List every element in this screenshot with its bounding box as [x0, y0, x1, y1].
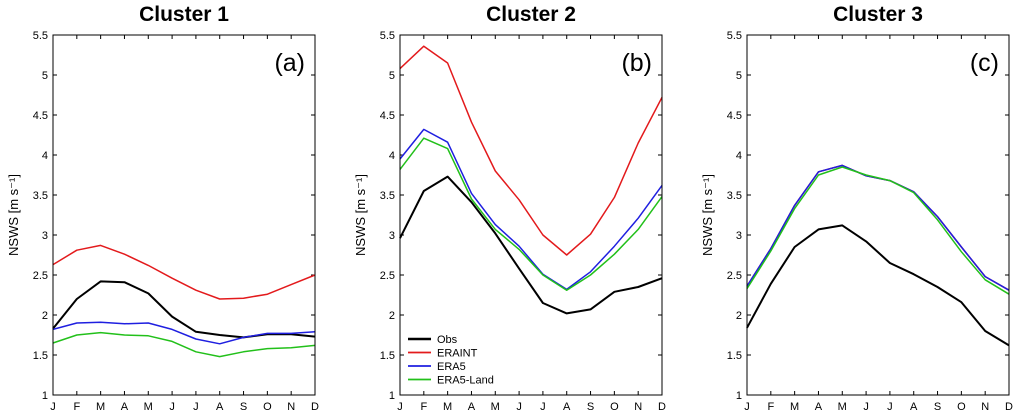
panel-2: Cluster 2 (b) NSWS [m s⁻¹] 1 1.5 2 2.5 3 3.5 4 4.5…	[353, 3, 666, 413]
series-line-era5	[746, 164, 1010, 291]
y-tick-label: 1	[389, 390, 395, 402]
legend-label-era5: ERA5	[437, 361, 466, 373]
y-tick-label: 4	[389, 150, 395, 162]
panel-title: Cluster 1	[139, 3, 229, 26]
x-tick-label: N	[634, 401, 642, 413]
y-axis-label: NSWS [m s⁻¹]	[353, 174, 368, 256]
y-tick-label: 3	[736, 230, 742, 242]
x-tick-label: S	[240, 401, 247, 413]
x-tick-label: A	[121, 401, 129, 413]
plot-frame	[52, 34, 316, 396]
legend-label-era5-land: ERA5-Land	[437, 375, 494, 387]
y-tick-label: 3	[389, 230, 395, 242]
series-line-era5	[52, 321, 316, 345]
panel-3: Cluster 3 (c) NSWS [m s⁻¹] 1 1.5 2 2.5 3 3.5 4 4.5…	[700, 3, 1013, 413]
panel-title: Cluster 2	[486, 3, 576, 26]
panel-tag: (c)	[970, 49, 999, 77]
x-tick-label: S	[587, 401, 594, 413]
x-tick-label: N	[287, 401, 295, 413]
series-line-era5-land	[399, 137, 663, 291]
x-tick-label: N	[981, 401, 989, 413]
x-tick-label: J	[169, 401, 175, 413]
x-tick-label: A	[563, 401, 571, 413]
y-tick-label: 4.5	[380, 110, 395, 122]
x-tick-label: A	[468, 401, 476, 413]
y-tick-label: 2.5	[33, 270, 48, 282]
y-tick-label: 1	[42, 390, 48, 402]
y-tick-label: 1	[736, 390, 742, 402]
x-tick-label: F	[73, 401, 80, 413]
x-tick-label: M	[838, 401, 847, 413]
x-tick-label: A	[216, 401, 224, 413]
x-tick-label: D	[658, 401, 666, 413]
y-tick-label: 5	[42, 70, 48, 82]
y-tick-label: 5.5	[727, 30, 742, 42]
series-line-obs	[52, 280, 316, 339]
y-tick-label: 1.5	[33, 350, 48, 362]
y-tick-label: 4.5	[33, 110, 48, 122]
panel-title: Cluster 3	[833, 3, 923, 26]
series-line-obs	[746, 224, 1010, 347]
panel-tag: (a)	[274, 49, 305, 77]
y-tick-label: 3.5	[727, 190, 742, 202]
x-tick-label: J	[50, 401, 56, 413]
x-tick-label: D	[1005, 401, 1013, 413]
legend-label-obs: Obs	[437, 334, 458, 346]
plot-frame	[399, 34, 663, 396]
y-tick-label: 5	[389, 70, 395, 82]
panel-1: Cluster 1 (a) NSWS [m s⁻¹] 1 1.5 2 2.5 3 3.5 4 4.5…	[6, 3, 319, 413]
y-tick-label: 3.5	[380, 190, 395, 202]
x-tick-label: O	[263, 401, 272, 413]
x-tick-label: J	[863, 401, 869, 413]
y-tick-label: 2	[736, 310, 742, 322]
legend-label-eraint: ERAINT	[437, 348, 478, 360]
x-tick-label: J	[516, 401, 522, 413]
x-tick-label: M	[491, 401, 500, 413]
x-tick-label: J	[887, 401, 893, 413]
x-tick-label: J	[193, 401, 199, 413]
x-tick-label: A	[910, 401, 918, 413]
y-axis-label: NSWS [m s⁻¹]	[6, 174, 21, 256]
series-line-eraint	[399, 45, 663, 256]
x-tick-label: J	[540, 401, 546, 413]
series-line-era5	[399, 128, 663, 291]
x-tick-label: O	[957, 401, 966, 413]
plot-frame	[746, 34, 1010, 396]
x-tick-label: M	[443, 401, 452, 413]
series-line-eraint	[746, 164, 1010, 291]
y-axis-label: NSWS [m s⁻¹]	[700, 174, 715, 256]
series-line-obs	[399, 175, 663, 315]
x-tick-label: M	[144, 401, 153, 413]
x-tick-label: F	[767, 401, 774, 413]
y-tick-label: 3	[42, 230, 48, 242]
y-tick-label: 2	[389, 310, 395, 322]
y-tick-label: 1.5	[727, 350, 742, 362]
y-tick-label: 4.5	[727, 110, 742, 122]
y-tick-label: 2	[42, 310, 48, 322]
y-tick-label: 3.5	[33, 190, 48, 202]
y-tick-label: 2.5	[727, 270, 742, 282]
x-tick-label: F	[420, 401, 427, 413]
series-line-era5-land	[746, 166, 1010, 295]
x-tick-label: S	[934, 401, 941, 413]
y-tick-label: 4	[42, 150, 48, 162]
y-tick-label: 1.5	[380, 350, 395, 362]
series-line-eraint	[52, 244, 316, 300]
y-tick-label: 5	[736, 70, 742, 82]
x-tick-label: A	[815, 401, 823, 413]
x-tick-label: O	[610, 401, 619, 413]
x-tick-label: M	[790, 401, 799, 413]
series-line-era5-land	[52, 331, 316, 358]
y-tick-label: 4	[736, 150, 742, 162]
x-tick-label: D	[311, 401, 319, 413]
y-tick-label: 5.5	[380, 30, 395, 42]
panel-tag: (b)	[621, 49, 652, 77]
x-tick-label: M	[96, 401, 105, 413]
y-tick-label: 2.5	[380, 270, 395, 282]
y-tick-label: 5.5	[33, 30, 48, 42]
x-tick-label: J	[744, 401, 750, 413]
x-tick-label: J	[397, 401, 403, 413]
